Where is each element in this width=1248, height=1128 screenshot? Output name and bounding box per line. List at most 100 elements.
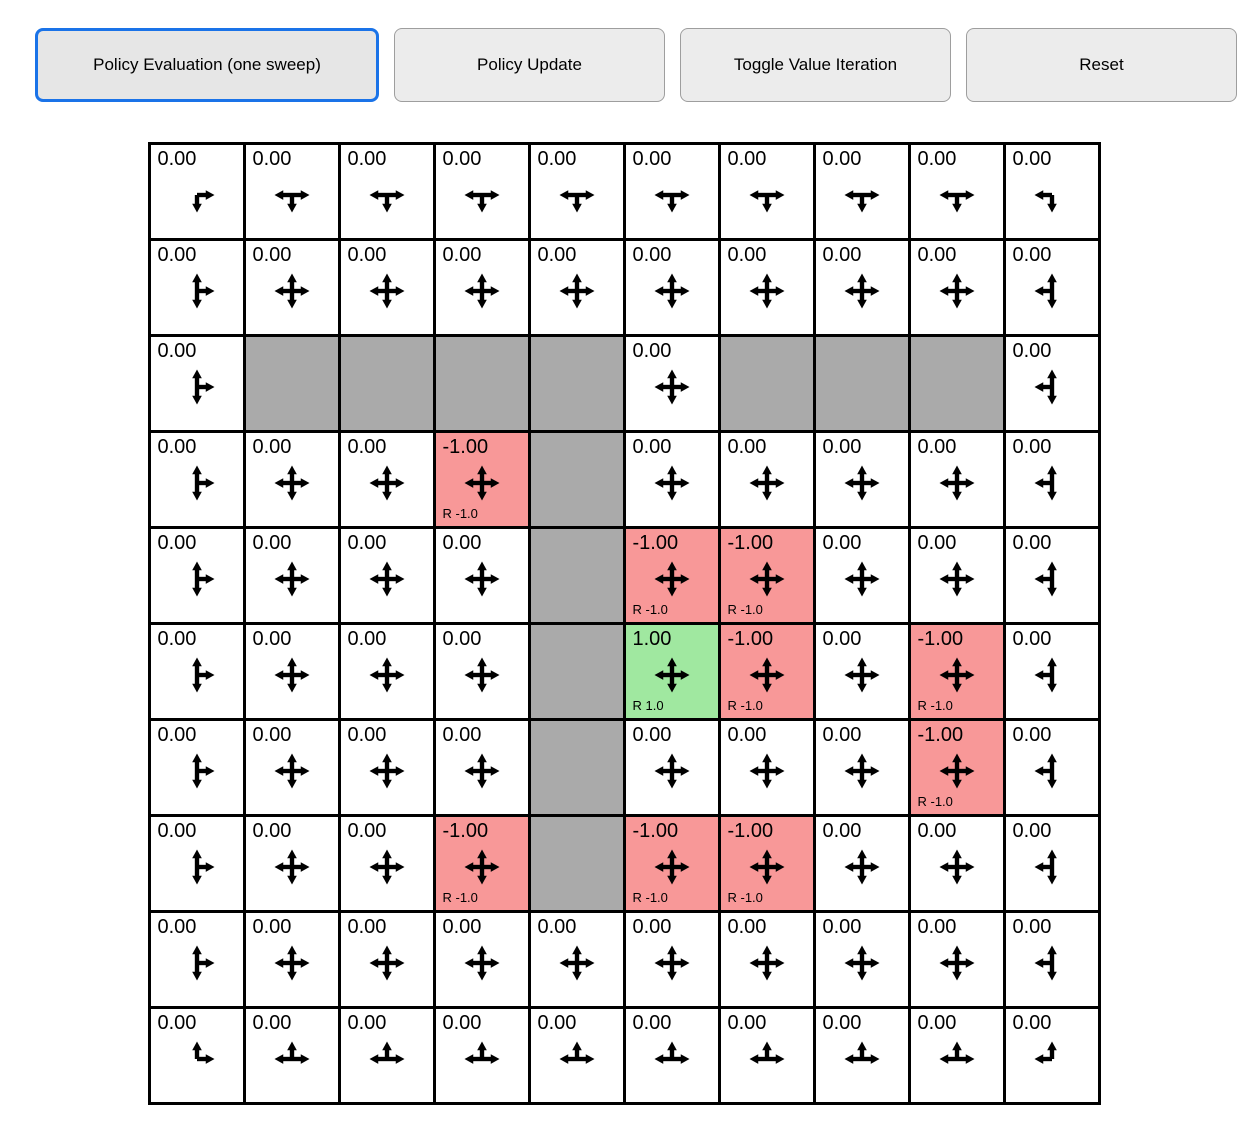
grid-cell[interactable]: 0.00	[530, 241, 623, 334]
grid-cell[interactable]: 0.00	[1005, 1009, 1098, 1102]
grid-cell[interactable]: 0.00	[150, 1009, 243, 1102]
grid-cell[interactable]: -1.00 R -1.0	[720, 625, 813, 718]
grid-cell[interactable]: 0.00	[1005, 145, 1098, 238]
grid-cell[interactable]: 0.00	[625, 145, 718, 238]
toggle-value-iteration-button[interactable]: Toggle Value Iteration	[680, 28, 951, 102]
grid-cell[interactable]: -1.00 R -1.0	[435, 433, 528, 526]
grid-cell[interactable]: 0.00	[150, 145, 243, 238]
grid-cell[interactable]: 0.00	[340, 529, 433, 622]
cell-value: 0.00	[157, 532, 197, 554]
grid-cell[interactable]: 0.00	[150, 913, 243, 1006]
grid-cell[interactable]: 0.00	[625, 241, 718, 334]
cell-value: 0.00	[1012, 820, 1052, 842]
grid-cell[interactable]: -1.00 R -1.0	[625, 529, 718, 622]
grid-cell[interactable]: 0.00	[1005, 337, 1098, 430]
grid-cell[interactable]: 0.00	[720, 1009, 813, 1102]
grid-cell[interactable]: 0.00	[720, 433, 813, 526]
grid-cell[interactable]: -1.00 R -1.0	[435, 817, 528, 910]
grid-cell[interactable]: 0.00	[530, 1009, 623, 1102]
grid-cell[interactable]: 0.00	[625, 721, 718, 814]
policy-evaluation-button[interactable]: Policy Evaluation (one sweep)	[35, 28, 379, 102]
grid-cell[interactable]: 0.00	[720, 145, 813, 238]
policy-arrows-icon	[654, 190, 689, 213]
grid-cell[interactable]: 0.00	[910, 145, 1003, 238]
grid-cell[interactable]: 0.00	[245, 817, 338, 910]
grid-cell[interactable]: 0.00	[245, 145, 338, 238]
grid-cell[interactable]: 0.00	[1005, 625, 1098, 718]
grid-cell[interactable]: 0.00	[150, 625, 243, 718]
policy-arrows-icon	[939, 561, 974, 597]
grid-cell[interactable]: 0.00	[910, 529, 1003, 622]
grid-cell[interactable]: 0.00	[245, 625, 338, 718]
grid-cell[interactable]: 0.00	[435, 721, 528, 814]
grid-cell[interactable]: 0.00	[625, 1009, 718, 1102]
grid-cell[interactable]: 0.00	[340, 817, 433, 910]
grid-cell[interactable]: 0.00	[1005, 529, 1098, 622]
cell-value: 0.00	[822, 724, 862, 746]
policy-update-button[interactable]: Policy Update	[394, 28, 665, 102]
grid-cell[interactable]: 0.00	[625, 337, 718, 430]
grid-cell[interactable]: 0.00	[815, 721, 908, 814]
grid-cell[interactable]: 0.00	[150, 817, 243, 910]
grid-cell[interactable]: 0.00	[435, 625, 528, 718]
grid-cell[interactable]: 0.00	[245, 241, 338, 334]
grid-cell[interactable]: 0.00	[340, 1009, 433, 1102]
grid-cell[interactable]: 0.00	[720, 913, 813, 1006]
grid-cell[interactable]: -1.00 R -1.0	[720, 817, 813, 910]
grid-cell[interactable]: 0.00	[720, 721, 813, 814]
grid-cell[interactable]: 0.00	[1005, 241, 1098, 334]
grid-cell[interactable]: 0.00	[720, 241, 813, 334]
grid-cell[interactable]: -1.00 R -1.0	[720, 529, 813, 622]
policy-arrows-icon	[191, 753, 214, 789]
grid-cell[interactable]: 0.00	[245, 913, 338, 1006]
grid-cell[interactable]: 0.00	[1005, 913, 1098, 1006]
grid-cell[interactable]: 0.00	[245, 529, 338, 622]
policy-arrows-icon	[1034, 561, 1057, 597]
grid-cell[interactable]: 0.00	[625, 433, 718, 526]
grid-cell[interactable]: 0.00	[340, 913, 433, 1006]
grid-cell[interactable]: -1.00 R -1.0	[910, 721, 1003, 814]
grid-cell[interactable]: 0.00	[435, 241, 528, 334]
grid-cell[interactable]: 1.00 R 1.0	[625, 625, 718, 718]
grid-cell[interactable]: 0.00	[910, 913, 1003, 1006]
grid-cell[interactable]: 0.00	[910, 817, 1003, 910]
reset-button[interactable]: Reset	[966, 28, 1237, 102]
grid-cell[interactable]: 0.00	[910, 1009, 1003, 1102]
grid-cell[interactable]: 0.00	[815, 625, 908, 718]
grid-cell[interactable]: 0.00	[815, 817, 908, 910]
grid-cell[interactable]: 0.00	[340, 721, 433, 814]
grid-cell[interactable]: 0.00	[340, 625, 433, 718]
grid-cell[interactable]: 0.00	[1005, 817, 1098, 910]
grid-cell[interactable]: -1.00 R -1.0	[625, 817, 718, 910]
grid-cell[interactable]: 0.00	[435, 529, 528, 622]
grid-cell[interactable]: 0.00	[815, 529, 908, 622]
grid-cell[interactable]: 0.00	[245, 433, 338, 526]
grid-cell[interactable]: 0.00	[530, 913, 623, 1006]
grid-cell[interactable]: -1.00 R -1.0	[910, 625, 1003, 718]
grid-cell[interactable]: 0.00	[815, 241, 908, 334]
grid-cell[interactable]: 0.00	[150, 721, 243, 814]
grid-cell[interactable]: 0.00	[150, 529, 243, 622]
policy-arrows-icon	[939, 945, 974, 981]
grid-cell[interactable]: 0.00	[435, 145, 528, 238]
grid-cell[interactable]: 0.00	[245, 721, 338, 814]
grid-cell[interactable]: 0.00	[435, 913, 528, 1006]
grid-cell[interactable]: 0.00	[910, 241, 1003, 334]
grid-cell[interactable]: 0.00	[150, 337, 243, 430]
grid-cell[interactable]: 0.00	[910, 433, 1003, 526]
grid-cell[interactable]: 0.00	[150, 433, 243, 526]
grid-cell[interactable]: 0.00	[1005, 721, 1098, 814]
grid-cell[interactable]: 0.00	[245, 1009, 338, 1102]
grid-cell[interactable]: 0.00	[150, 241, 243, 334]
grid-cell[interactable]: 0.00	[815, 145, 908, 238]
grid-cell[interactable]: 0.00	[815, 1009, 908, 1102]
grid-cell[interactable]: 0.00	[340, 145, 433, 238]
grid-cell[interactable]: 0.00	[340, 241, 433, 334]
grid-cell[interactable]: 0.00	[435, 1009, 528, 1102]
grid-cell[interactable]: 0.00	[1005, 433, 1098, 526]
grid-cell[interactable]: 0.00	[340, 433, 433, 526]
grid-cell[interactable]: 0.00	[625, 913, 718, 1006]
grid-cell[interactable]: 0.00	[815, 913, 908, 1006]
grid-cell[interactable]: 0.00	[815, 433, 908, 526]
grid-cell[interactable]: 0.00	[530, 145, 623, 238]
